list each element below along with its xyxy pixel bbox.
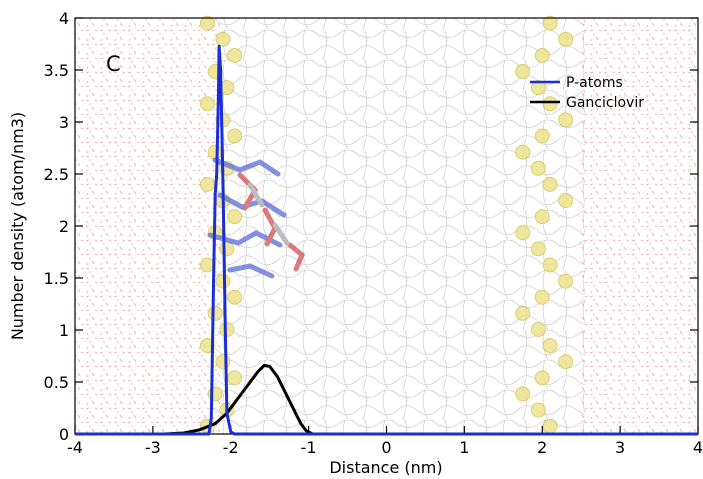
- phosphorus-bead: [530, 321, 546, 337]
- phosphorus-bead: [219, 241, 235, 257]
- legend-label-p-atoms: P-atoms: [566, 75, 623, 91]
- phosphorus-bead: [542, 176, 558, 192]
- phosphorus-bead: [199, 96, 215, 112]
- x-axis-ticks: -4 -3 -2 -1 0 1 2 3 4: [67, 426, 703, 457]
- x-tick-label: 2: [537, 438, 547, 457]
- series-lines: [75, 44, 698, 436]
- legend: P-atoms Ganciclovir: [530, 75, 644, 111]
- x-tick-label: -3: [145, 438, 161, 457]
- phosphorus-bead: [515, 144, 531, 160]
- phosphorus-bead: [558, 112, 574, 128]
- phosphorus-bead: [515, 386, 531, 402]
- phosphorus-bead: [534, 209, 550, 225]
- y-tick-label: 3.5: [44, 61, 69, 80]
- y-tick-label: 4: [59, 9, 69, 28]
- phosphorus-bead: [199, 15, 215, 31]
- phosphorus-bead: [227, 289, 243, 305]
- ganciclovir-molecules: [207, 157, 306, 279]
- phosphorus-bead: [227, 209, 243, 225]
- x-tick-label: 4: [693, 438, 703, 457]
- series-line-p-atoms: [75, 44, 698, 436]
- x-axis-title: Distance (nm): [329, 458, 442, 477]
- legend-label-ganciclovir: Ganciclovir: [566, 95, 644, 111]
- y-axis-title: Number density (atom/nm3): [8, 112, 27, 340]
- phosphorus-bead: [530, 160, 546, 176]
- y-tick-label: 0.5: [44, 373, 69, 392]
- phosphorus-bead: [207, 144, 223, 160]
- phosphorus-bead: [199, 176, 215, 192]
- x-tick-label: -4: [67, 438, 83, 457]
- lipid-tail-region: [215, 18, 585, 434]
- phosphorus-bead: [530, 402, 546, 418]
- x-tick-label: 3: [615, 438, 625, 457]
- water-region-left: [75, 18, 220, 434]
- phosphorus-bead: [515, 64, 531, 80]
- phosphorus-bead: [558, 273, 574, 289]
- phosphorus-bead: [215, 354, 231, 370]
- x-tick-label: 0: [381, 438, 391, 457]
- x-tick-label: -1: [301, 438, 317, 457]
- y-tick-label: 2.5: [44, 165, 69, 184]
- y-tick-label: 3: [59, 113, 69, 132]
- y-tick-label: 2: [59, 217, 69, 236]
- phosphorus-bead: [530, 80, 546, 96]
- phosphorus-bead: [227, 47, 243, 63]
- x-tick-label: 1: [459, 438, 469, 457]
- x-tick-label: -2: [223, 438, 239, 457]
- phosphorus-bead: [199, 338, 215, 354]
- phosphorus-bead: [534, 289, 550, 305]
- phosphorus-bead: [558, 31, 574, 47]
- phosphorus-bead: [530, 241, 546, 257]
- y-tick-label: 0: [59, 425, 69, 444]
- phosphorus-bead: [215, 31, 231, 47]
- phosphorus-bead: [542, 338, 558, 354]
- phosphorus-bead: [558, 354, 574, 370]
- phosphorus-bead: [227, 128, 243, 144]
- y-tick-label: 1.5: [44, 269, 69, 288]
- phosphorus-bead: [534, 370, 550, 386]
- phosphorus-bead: [542, 15, 558, 31]
- y-axis-ticks: 0 0.5 1 1.5 2 2.5 3 3.5 4: [44, 9, 698, 444]
- simulation-snapshot-background: [75, 15, 698, 434]
- phosphorus-bead: [515, 305, 531, 321]
- panel-label: C: [106, 52, 121, 76]
- phosphorus-bead: [515, 225, 531, 241]
- water-region-right: [580, 18, 698, 434]
- phosphorus-beads: [199, 15, 574, 434]
- phosphorus-bead: [558, 193, 574, 209]
- phosphorus-bead: [534, 128, 550, 144]
- phosphorus-bead: [207, 305, 223, 321]
- phosphorus-bead: [542, 257, 558, 273]
- phosphorus-bead: [534, 47, 550, 63]
- phosphorus-bead: [227, 370, 243, 386]
- y-tick-label: 1: [59, 321, 69, 340]
- phosphorus-bead: [542, 418, 558, 434]
- phosphorus-bead: [542, 96, 558, 112]
